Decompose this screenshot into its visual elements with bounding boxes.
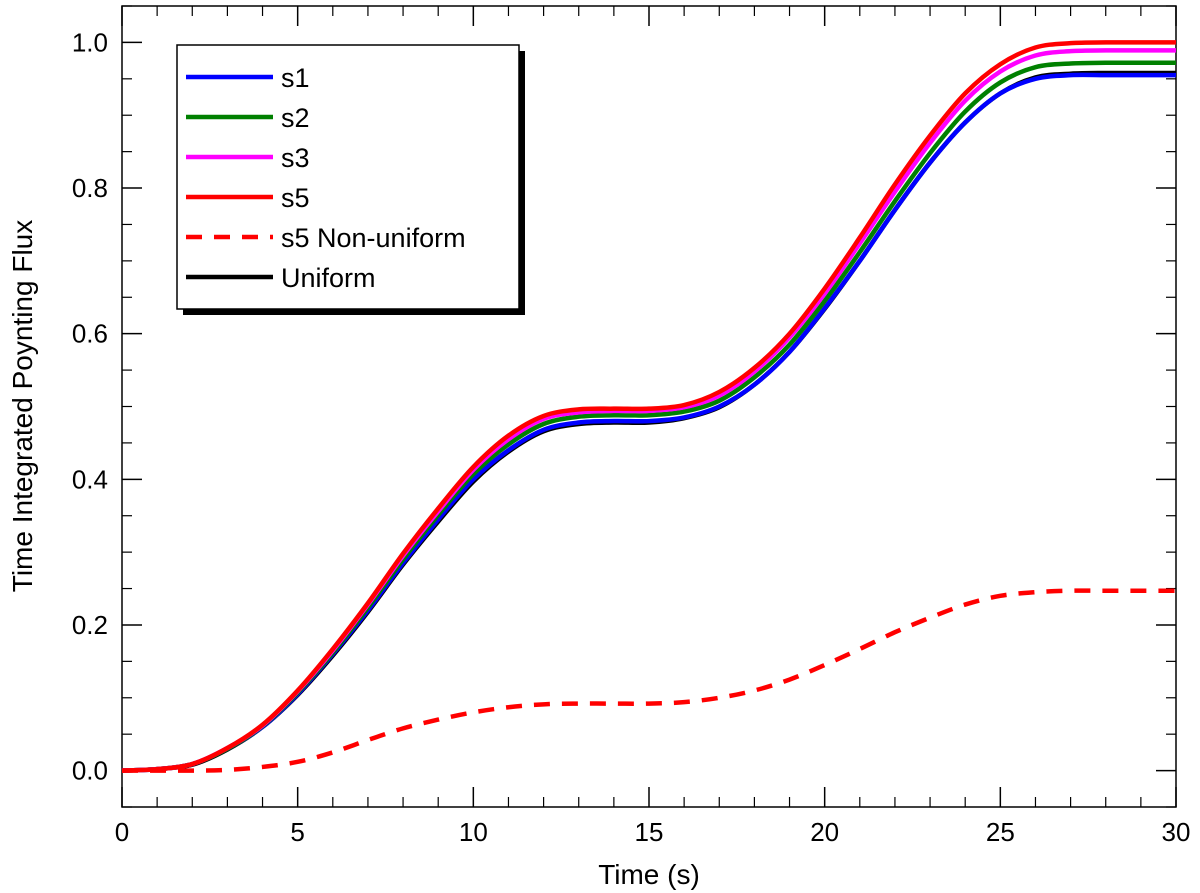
y-tick-label: 1.0: [72, 27, 108, 57]
legend-label-uniform: Uniform: [281, 263, 376, 293]
legend-label-s5-non-uniform: s5 Non-uniform: [281, 223, 466, 253]
x-axis-title: Time (s): [598, 859, 700, 890]
y-axis-title: Time Integrated Poynting Flux: [7, 220, 38, 592]
x-tick-label: 5: [290, 817, 304, 847]
legend-label-s1: s1: [281, 63, 310, 93]
legend-label-s5: s5: [281, 183, 310, 213]
y-tick-label: 0.2: [72, 610, 108, 640]
legend: s1 s2 s3 s5 s5 Non-uniform Uniform: [176, 44, 525, 315]
series-lines: [121, 40, 1176, 773]
y-tick-label: 0.8: [72, 173, 108, 203]
series-line-s5-non-uniform: [122, 588, 1176, 773]
x-tick-label: 30: [1162, 817, 1191, 847]
legend-items: s1 s2 s3 s5 s5 Non-uniform Uniform: [186, 63, 466, 293]
x-tick-label: 15: [635, 817, 664, 847]
legend-box: [176, 44, 520, 310]
legend-label-s2: s2: [281, 103, 310, 133]
x-tick-label: 10: [459, 817, 488, 847]
legend-label-s3: s3: [281, 143, 310, 173]
x-tick-label: 25: [986, 817, 1015, 847]
x-tick-label: 0: [115, 817, 129, 847]
series-line-s5: [121, 40, 1176, 773]
tick-labels: 0 5 10 15 20 25 30 0.0 0.2 0.4 0.6 0.8 1.0: [72, 27, 1191, 847]
y-tick-label: 0.6: [72, 319, 108, 349]
y-tick-label: 0.4: [72, 464, 108, 494]
x-tick-label: 20: [810, 817, 839, 847]
y-tick-label: 0.0: [72, 756, 108, 786]
